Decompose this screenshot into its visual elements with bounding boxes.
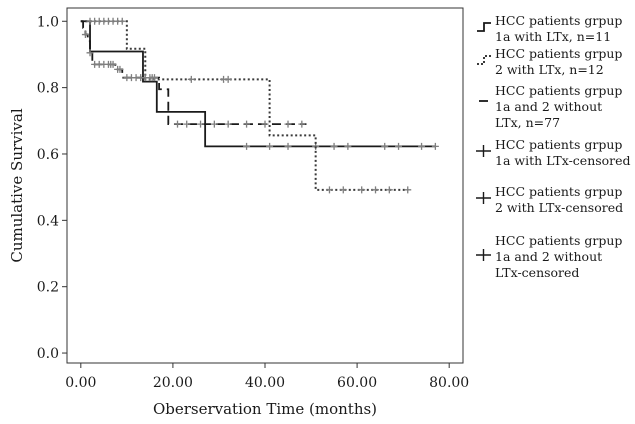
censor-mark <box>312 142 320 150</box>
legend-label: HCC patients grpup <box>495 46 622 61</box>
legend-label: 1a and 2 without <box>495 249 602 264</box>
legend-marker-censored <box>476 249 491 261</box>
y-tick-label: 1.0 <box>37 14 59 30</box>
censor-mark <box>372 186 380 194</box>
x-tick-label: 20.00 <box>153 375 193 391</box>
censor-mark <box>325 186 333 194</box>
legend-label: 2 with LTx, n=12 <box>495 62 604 77</box>
censor-mark <box>381 142 389 150</box>
x-tick-label: 40.00 <box>245 375 285 391</box>
censor-mark <box>266 142 274 150</box>
legend-label: 1a with LTx-censored <box>495 153 631 168</box>
y-axis-title: Cumulative Survival <box>8 108 26 263</box>
legend-marker-dotted <box>477 55 491 65</box>
y-tick-label: 0.4 <box>37 213 59 229</box>
legend-marker-solid <box>477 22 491 32</box>
censor-mark <box>116 65 124 73</box>
censor-mark <box>224 120 232 128</box>
legend-label: 2 with LTx-censored <box>495 200 623 215</box>
censor-mark <box>109 60 117 68</box>
series-line-dotted <box>80 20 408 191</box>
censor-mark <box>174 120 182 128</box>
censor-mark <box>243 142 251 150</box>
censor-mark <box>330 142 338 150</box>
y-tick-label: 0.0 <box>37 346 59 362</box>
censor-mark <box>418 142 426 150</box>
y-tick-label: 0.2 <box>37 280 59 296</box>
legend-label: LTx, n=77 <box>495 115 560 130</box>
censor-mark <box>339 186 347 194</box>
censor-mark <box>395 142 403 150</box>
x-tick-label: 60.00 <box>337 375 377 391</box>
censor-mark <box>197 120 205 128</box>
legend-marker-censored <box>476 192 491 204</box>
censor-mark <box>385 186 393 194</box>
y-tick-label: 0.8 <box>37 81 59 97</box>
legend-label: 1a and 2 without <box>495 99 602 114</box>
series-line-solid <box>80 20 436 148</box>
censor-mark <box>358 186 366 194</box>
censor-mark <box>81 31 89 39</box>
censor-mark <box>431 142 439 150</box>
x-tick-label: 0.00 <box>65 375 96 391</box>
censor-mark <box>210 120 218 128</box>
censor-mark <box>183 120 191 128</box>
censor-mark <box>118 17 126 25</box>
censor-mark <box>284 142 292 150</box>
legend-label: 1a with LTx, n=11 <box>495 29 611 44</box>
censor-mark <box>243 120 251 128</box>
censor-mark <box>150 74 158 82</box>
legend-label: HCC patients grpup <box>495 233 622 248</box>
censor-mark <box>298 120 306 128</box>
legend-marker-censored <box>476 145 491 157</box>
plot-frame <box>66 7 464 364</box>
legend-label: HCC patients grpup <box>495 83 622 98</box>
x-tick-label: 80.00 <box>429 375 469 391</box>
legend-label: HCC patients grpup <box>495 184 622 199</box>
x-axis-title: Oberservation Time (months) <box>153 400 377 418</box>
censor-mark <box>404 186 412 194</box>
legend-label: HCC patients grpup <box>495 137 622 152</box>
censor-mark <box>86 49 94 57</box>
legend-label: HCC patients grpup <box>495 13 622 28</box>
censor-mark <box>261 120 269 128</box>
censor-mark <box>224 75 232 83</box>
censor-mark <box>284 120 292 128</box>
censor-mark <box>344 142 352 150</box>
legend-label: LTx-censored <box>495 265 579 280</box>
censor-mark <box>187 75 195 83</box>
series-line-dashed <box>80 20 307 126</box>
y-tick-label: 0.6 <box>37 147 59 163</box>
